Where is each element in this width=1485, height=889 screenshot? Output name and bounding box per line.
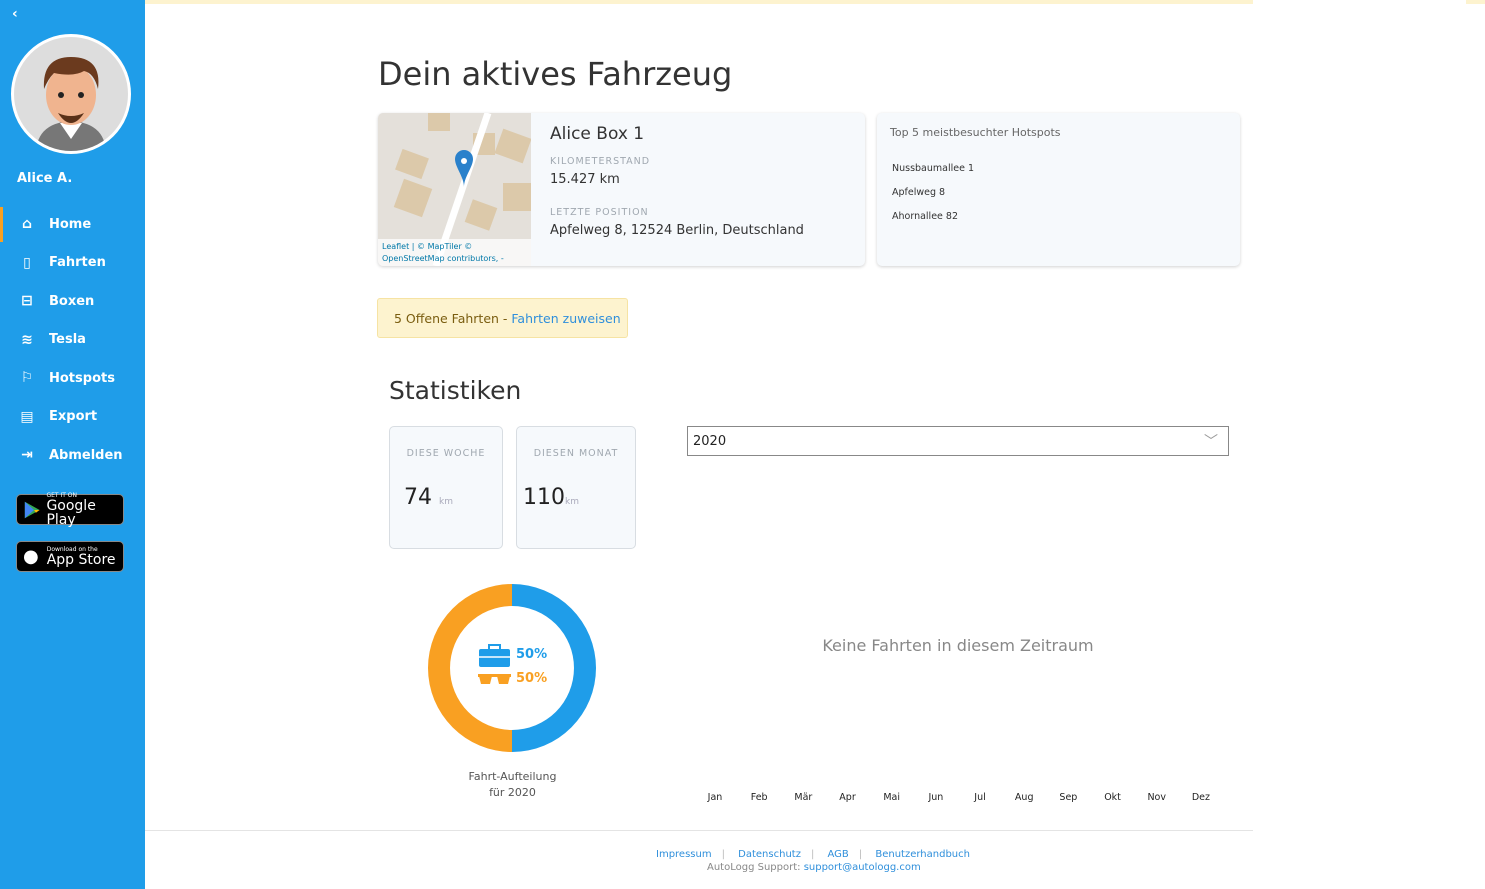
sidebar-item-fahrten[interactable]: ▯ Fahrten: [0, 244, 145, 283]
hotspot-item[interactable]: Nussbaumallee 1: [892, 163, 975, 174]
badge-small-text: Download on the: [46, 546, 98, 553]
map-attribution[interactable]: Leaflet | © MapTiler ©: [382, 242, 473, 251]
year-select[interactable]: 2020 ﹀: [687, 426, 1229, 456]
unit: km: [565, 497, 579, 507]
sidebar-item-hotspots[interactable]: ⚐ Hotspots: [0, 359, 145, 398]
month-tick: Nov: [1147, 792, 1166, 803]
app-store-badge[interactable]: ● Download on the App Store: [16, 541, 124, 572]
collapse-sidebar-button[interactable]: ‹: [12, 6, 18, 22]
hotspots-card: Top 5 meistbesuchter Hotspots Nussbaumal…: [877, 113, 1240, 266]
month-tick: Jul: [974, 792, 986, 803]
vehicle-map[interactable]: Leaflet | © MapTiler © OpenStreetMap con…: [378, 113, 531, 266]
wifi-icon: ≋: [21, 331, 33, 348]
donut-slice-private: [428, 584, 512, 752]
benutzerhandbuch-link[interactable]: Benutzerhandbuch: [875, 849, 970, 860]
month-tick: Jun: [928, 792, 944, 803]
month-tick: Okt: [1104, 792, 1121, 803]
unit: km: [439, 497, 453, 507]
sign-in-icon: ⇥: [21, 447, 33, 464]
alert-text: 5 Offene Fahrten -: [394, 310, 512, 326]
donut-caption: Fahrt-Aufteilung für 2020: [468, 770, 557, 799]
support-email-link[interactable]: support@autologg.com: [803, 862, 921, 873]
trip-split-donut: 50% 50%: [428, 584, 596, 752]
assign-trips-link[interactable]: Fahrten zuweisen: [511, 310, 621, 326]
sidebar-item-label: Home: [49, 216, 92, 232]
user-name: Alice A.: [17, 171, 73, 186]
datenschutz-link[interactable]: Datenschutz: [738, 849, 801, 860]
sidebar-item-label: Export: [49, 409, 98, 425]
month-tick: Feb: [750, 792, 768, 803]
month-tick: Aug: [1014, 792, 1034, 803]
chevron-down-icon: ﹀: [1204, 434, 1218, 450]
empty-chart-message: Keine Fahrten in diesem Zeitraum: [822, 636, 1094, 655]
hotspots-title: Top 5 meistbesuchter Hotspots: [890, 126, 1061, 139]
map-marker-icon: [455, 150, 473, 187]
router-icon: ⊟: [21, 293, 33, 310]
map-attribution[interactable]: OpenStreetMap contributors, -: [382, 254, 504, 263]
position-value: Apfelweg 8, 12524 Berlin, Deutschland: [550, 223, 804, 238]
business-percent: 50%: [516, 647, 548, 662]
sidebar-item-export[interactable]: ▤ Export: [0, 398, 145, 437]
sidebar-item-boxen[interactable]: ⊟ Boxen: [0, 282, 145, 321]
avatar: [11, 34, 131, 154]
month-tick: Sep: [1059, 792, 1078, 803]
odometer-value: 15.427 km: [550, 172, 620, 187]
month-stat-card: DIESEN MONAT 110km: [516, 426, 636, 549]
sidebar-nav: ⌂ Home ▯ Fahrten ⊟ Boxen ≋ Tesla ⚐ Hotspots ▤…: [0, 205, 145, 475]
month-value: 110km: [523, 485, 579, 510]
agb-link[interactable]: AGB: [827, 849, 849, 860]
hotspot-item[interactable]: Ahornallee 82: [892, 211, 958, 222]
google-play-badge[interactable]: GET IT ON Google Play: [16, 492, 124, 528]
top-banner-strip: [145, 0, 1253, 4]
vehicle-name: Alice Box 1: [550, 124, 645, 144]
donut-slice-business: [512, 584, 596, 752]
sidebar-item-abmelden[interactable]: ⇥ Abmelden: [0, 436, 145, 475]
sidebar-item-label: Abmelden: [49, 447, 123, 463]
sidebar-item-home[interactable]: ⌂ Home: [0, 205, 145, 244]
file-icon: ▤: [20, 408, 34, 425]
month-axis: Jan Feb Mär Apr Mai Jun Jul Aug Sep Okt …: [693, 792, 1223, 803]
footer: Impressum | Datenschutz | AGB | Benutzerhan…: [656, 849, 970, 873]
badge-large-text: Google Play: [46, 498, 96, 528]
year-select-value: 2020: [693, 434, 727, 449]
impressum-link[interactable]: Impressum: [656, 849, 712, 860]
book-icon: ▯: [23, 254, 31, 271]
flag-icon: ⚐: [20, 370, 34, 387]
vehicle-card: Leaflet | © MapTiler © OpenStreetMap con…: [378, 113, 865, 266]
week-label: DIESE WOCHE: [406, 448, 486, 459]
week-stat-card: DIESE WOCHE 74 km: [389, 426, 503, 549]
top-banner-strip: [1466, 0, 1485, 4]
apple-icon: ●: [23, 546, 39, 567]
month-tick: Apr: [839, 792, 856, 803]
sidebar: ‹ Alice A. ⌂ Home ▯ Fahrten ⊟ Boxen ≋ Tesla …: [0, 0, 145, 889]
month-tick: Dez: [1191, 792, 1210, 803]
sunglasses-icon: [478, 674, 511, 684]
badge-small-text: GET IT ON: [46, 492, 78, 499]
briefcase-icon: [479, 644, 510, 667]
sidebar-item-label: Hotspots: [49, 370, 115, 386]
month-tick: Jan: [707, 792, 723, 803]
hotspot-item[interactable]: Apfelweg 8: [892, 187, 946, 198]
sidebar-item-label: Tesla: [49, 332, 86, 348]
week-value: 74 km: [404, 485, 453, 510]
google-play-icon: [24, 501, 40, 518]
sidebar-item-tesla[interactable]: ≋ Tesla: [0, 321, 145, 360]
open-trips-alert: 5 Offene Fahrten - Fahrten zuweisen: [377, 298, 628, 338]
month-tick: Mär: [794, 792, 813, 803]
private-percent: 50%: [516, 671, 548, 686]
position-label: LETZTE POSITION: [550, 207, 649, 218]
page-title: Dein aktives Fahrzeug: [378, 55, 733, 93]
support-label: AutoLogg Support:: [707, 862, 804, 873]
stats-title: Statistiken: [389, 376, 522, 405]
month-label: DIESEN MONAT: [533, 448, 619, 459]
month-tick: Mai: [883, 792, 901, 803]
sidebar-item-label: Boxen: [49, 293, 95, 309]
odometer-label: KILOMETERSTAND: [550, 156, 651, 167]
footer-divider: [145, 830, 1253, 831]
badge-large-text: App Store: [46, 552, 116, 568]
home-icon: ⌂: [21, 216, 33, 233]
sidebar-item-label: Fahrten: [49, 255, 106, 271]
